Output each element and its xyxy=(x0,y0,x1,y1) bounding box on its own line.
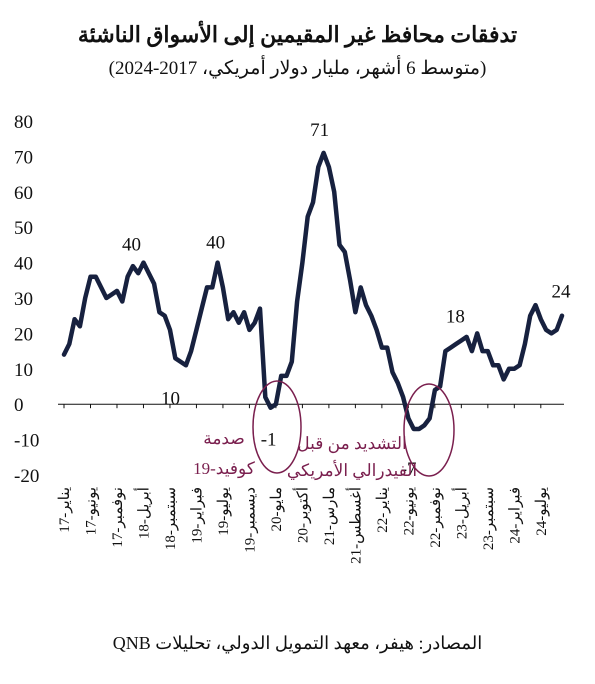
x-tick-label: يونيو-22 xyxy=(401,487,417,535)
x-tick-label: يوليو-19 xyxy=(216,487,232,536)
x-tick-label: مارس-21 xyxy=(322,487,338,545)
x-tick-label: فبراير-24 xyxy=(507,487,523,544)
x-tick-label: نوفمبر-22 xyxy=(428,487,444,548)
data-label: 10 xyxy=(161,389,180,410)
data-label: 18 xyxy=(446,306,465,327)
source-note: المصادر: هيفر، معهد التمويل الدولي، تحلي… xyxy=(112,633,483,653)
x-tick-label: يونيو-17 xyxy=(83,487,99,535)
x-tick-label: يناير-22 xyxy=(375,487,391,533)
x-tick-label: أغسطس-21 xyxy=(345,487,364,564)
annotation-text: الفيدرالي الأمريكي xyxy=(287,460,417,481)
y-tick-label: 70 xyxy=(14,147,33,168)
annotation-text: كوفيد-19 xyxy=(193,459,256,479)
y-tick-label: 30 xyxy=(14,289,33,310)
y-tick-label: -20 xyxy=(14,466,39,487)
data-label: 40 xyxy=(206,233,225,254)
annotation-ellipse xyxy=(252,380,302,474)
data-label: 40 xyxy=(122,235,141,256)
x-tick-label: نوفمبر-17 xyxy=(110,487,126,548)
chart-subtitle: (متوسط 6 أشهر، مليار دولار أمريكي، 2017-… xyxy=(108,58,487,79)
annotation-text: التشديد من قبل xyxy=(297,434,406,454)
y-tick-label: 10 xyxy=(14,360,33,381)
x-tick-label: ديسمبر-19 xyxy=(242,487,258,553)
annotation-ellipse xyxy=(403,383,455,477)
annotation-text: صدمة xyxy=(203,429,245,448)
chart-title: تدفقات محافظ غير المقيمين إلى الأسواق ال… xyxy=(77,22,518,47)
x-tick-label: أبريل-23 xyxy=(451,487,470,539)
x-tick-label: يوليو-24 xyxy=(534,487,550,536)
data-label: 24 xyxy=(552,282,572,303)
series-line xyxy=(61,150,565,432)
y-tick-label: 40 xyxy=(14,254,33,275)
x-tick-label: سبتمبر-23 xyxy=(481,487,497,550)
data-label: -1 xyxy=(261,430,277,451)
y-tick-label: 80 xyxy=(14,112,33,133)
y-tick-label: -10 xyxy=(14,431,39,452)
data-label: 71 xyxy=(310,120,329,141)
y-tick-label: 0 xyxy=(14,395,24,416)
x-tick-label: يناير-17 xyxy=(57,487,73,533)
y-tick-label: 50 xyxy=(14,218,33,239)
x-tick-label: أبريل-18 xyxy=(133,487,152,539)
y-tick-label: 20 xyxy=(14,324,33,345)
y-tick-label: 60 xyxy=(14,183,33,204)
x-tick-label: فبراير-19 xyxy=(189,487,205,544)
x-tick-label: سبتمبر-18 xyxy=(163,487,179,550)
x-tick-label: أكتوبر-20 xyxy=(292,487,311,543)
x-tick-label: مايو-20 xyxy=(269,487,285,532)
